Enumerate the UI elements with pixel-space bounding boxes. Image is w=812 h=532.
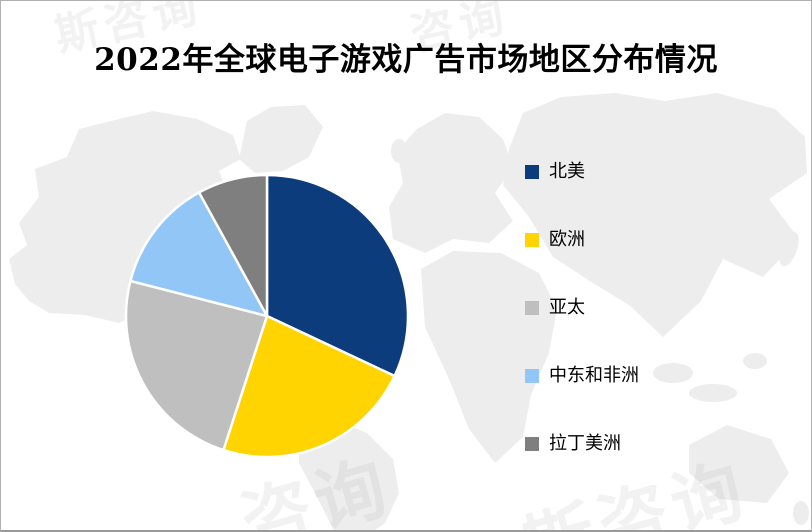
legend-swatch-4 [525, 369, 539, 383]
continent-shapes [9, 93, 809, 530]
legend-label-3: 亚太 [549, 297, 585, 318]
pie-slice-1: 北美 [265, 173, 410, 378]
legend-item-4: 中东和非洲 [525, 361, 639, 391]
legend-label-2: 欧洲 [549, 229, 585, 250]
legend-label-4: 中东和非洲 [549, 365, 639, 386]
legend-item-5: 拉丁美洲 [525, 429, 639, 459]
legend-item-3: 亚太 [525, 293, 639, 323]
pie-slice-5: 拉丁美洲 [197, 173, 269, 318]
legend: 北美欧洲亚太中东和非洲拉丁美洲 [525, 157, 639, 497]
pie-slice-4: 中东和非洲 [129, 191, 269, 318]
chart-title: 2022年全球电子游戏广告市场地区分布情况 [94, 42, 718, 78]
legend-swatch-2 [525, 233, 539, 247]
pie-slice-2: 欧洲 [222, 314, 396, 459]
legend-label-5: 拉丁美洲 [549, 433, 621, 454]
legend-item-1: 北美 [525, 157, 639, 187]
legend-swatch-1 [525, 165, 539, 179]
legend-swatch-3 [525, 301, 539, 315]
legend-label-1: 北美 [549, 161, 585, 182]
legend-swatch-5 [525, 437, 539, 451]
legend-item-2: 欧洲 [525, 225, 639, 255]
pie-slice-3: 亚太 [124, 279, 269, 452]
